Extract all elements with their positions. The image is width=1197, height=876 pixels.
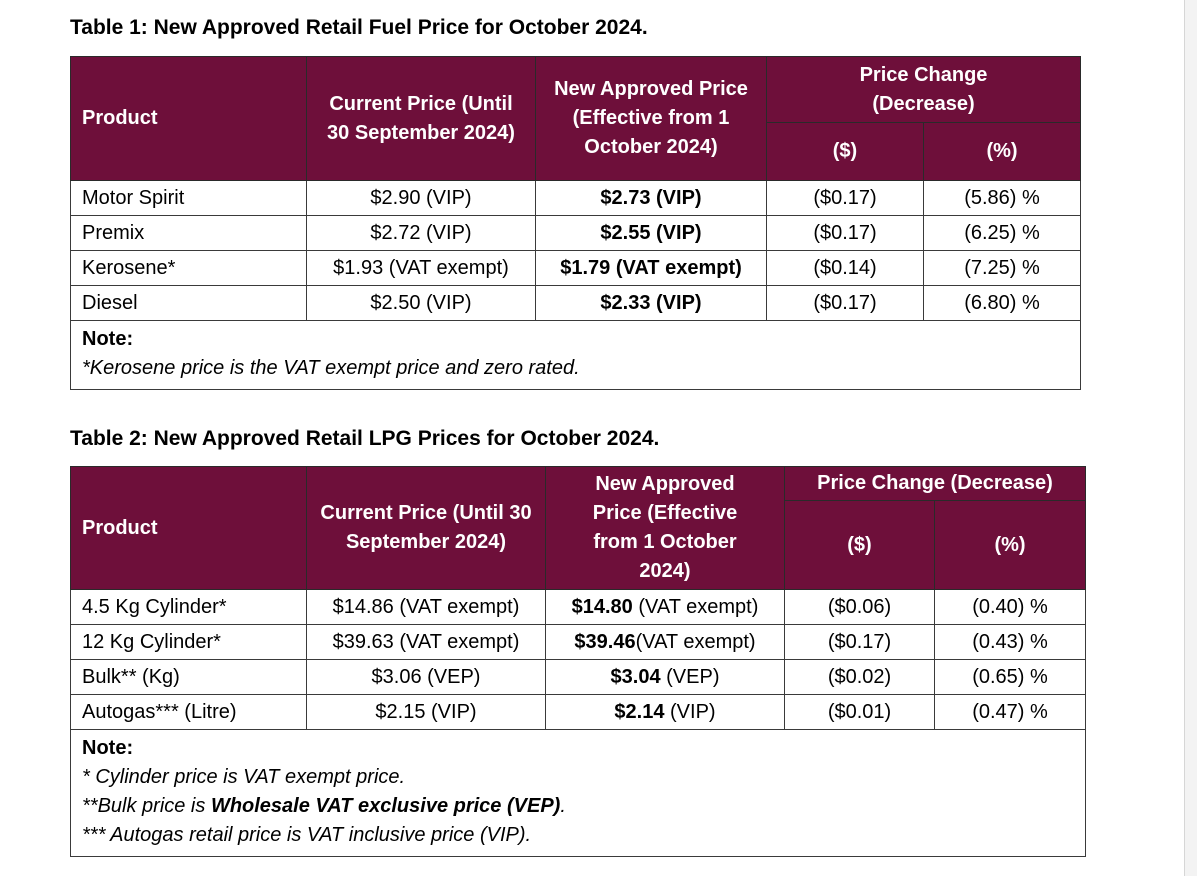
product-cell: Motor Spirit <box>70 180 307 216</box>
header-price-change-text: Price Change (Decrease) <box>859 63 988 115</box>
current-price-cell: $2.90 (VIP) <box>306 180 536 216</box>
dollar-change-cell: ($0.01) <box>784 694 935 730</box>
header-percent: (%) <box>922 122 1082 181</box>
percent-change-cell: (5.86) % <box>922 180 1082 216</box>
product-cell: 12 Kg Cylinder* <box>70 624 307 660</box>
header-current-price: Current Price (Until 30 September 2024) <box>306 56 536 181</box>
percent-change-cell: (0.40) % <box>933 589 1087 625</box>
scrollbar-track[interactable] <box>1184 0 1197 876</box>
product-cell: Premix <box>70 215 307 251</box>
percent-change-cell: (6.25) % <box>922 215 1082 251</box>
lpg-price-table: Product Current Price (Until 30 Septembe… <box>69 466 1087 857</box>
note-row: Note: * Cylinder price is VAT exempt pri… <box>69 729 1087 857</box>
header-dollar: ($) <box>766 122 924 181</box>
table-row: Kerosene* $1.93 (VAT exempt) $1.79 (VAT … <box>70 250 1082 286</box>
new-price-cell: $2.14 (VIP) <box>545 694 785 730</box>
header-price-change: Price Change (Decrease) <box>765 56 1082 123</box>
current-price-cell: $3.06 (VEP) <box>306 659 546 695</box>
table-row: 12 Kg Cylinder* $39.63 (VAT exempt) $39.… <box>70 624 1087 660</box>
note-line-prefix: **Bulk price is <box>82 795 211 817</box>
current-price-cell: $2.50 (VIP) <box>306 285 536 321</box>
current-price-cell: $39.63 (VAT exempt) <box>306 624 546 660</box>
header-new-price-text: New Approved Price (Effective from 1 Oct… <box>554 78 748 158</box>
note-line: *** Autogas retail price is VAT inclusiv… <box>82 824 532 846</box>
header-dollar: ($) <box>784 500 935 590</box>
percent-change-cell: (7.25) % <box>922 250 1082 286</box>
table2-title: Table 2: New Approved Retail LPG Prices … <box>70 427 660 450</box>
percent-change-cell: (0.65) % <box>933 659 1087 695</box>
product-cell: Bulk** (Kg) <box>70 659 307 695</box>
product-cell: 4.5 Kg Cylinder* <box>70 589 307 625</box>
dollar-change-cell: ($0.17) <box>784 624 935 660</box>
table-row: Bulk** (Kg) $3.06 (VEP) $3.04 (VEP) ($0.… <box>70 659 1087 695</box>
product-cell: Kerosene* <box>70 250 307 286</box>
note-line: * Cylinder price is VAT exempt price. <box>82 766 406 788</box>
note-cell: Note: * Cylinder price is VAT exempt pri… <box>69 729 1087 857</box>
header-product: Product <box>70 466 307 590</box>
note-cell: Note: *Kerosene price is the VAT exempt … <box>69 320 1082 390</box>
note-line: *Kerosene price is the VAT exempt price … <box>82 357 580 379</box>
dollar-change-cell: ($0.14) <box>766 250 924 286</box>
new-price-amount: $3.04 <box>610 666 661 688</box>
percent-change-cell: (0.43) % <box>933 624 1087 660</box>
header-new-price-text: New Approved Price (Effective from 1 Oct… <box>592 473 738 582</box>
dollar-change-cell: ($0.17) <box>766 215 924 251</box>
new-price-suffix: (VAT exempt) <box>632 596 759 618</box>
dollar-change-cell: ($0.02) <box>784 659 935 695</box>
header-current-price-text: Current Price (Until 30 September 2024) <box>320 502 532 553</box>
percent-change-cell: (0.47) % <box>933 694 1087 730</box>
header-current-price-text: Current Price (Until 30 September 2024) <box>327 92 515 144</box>
new-price-cell: $3.04 (VEP) <box>545 659 785 695</box>
new-price-amount: $14.80 <box>571 596 633 618</box>
new-price-amount: $2.14 <box>614 701 665 723</box>
table-row: Diesel $2.50 (VIP) $2.33 (VIP) ($0.17) (… <box>70 285 1082 321</box>
table-row: Motor Spirit $2.90 (VIP) $2.73 (VIP) ($0… <box>70 180 1082 216</box>
table1-title: Table 1: New Approved Retail Fuel Price … <box>70 16 648 39</box>
table-row: Autogas*** (Litre) $2.15 (VIP) $2.14 (VI… <box>70 694 1087 730</box>
current-price-cell: $2.15 (VIP) <box>306 694 546 730</box>
dollar-change-cell: ($0.17) <box>766 285 924 321</box>
dollar-change-cell: ($0.17) <box>766 180 924 216</box>
new-price-suffix: (VAT exempt) <box>635 631 756 653</box>
header-current-price: Current Price (Until 30 September 2024) <box>306 466 546 590</box>
new-price-cell: $39.46(VAT exempt) <box>545 624 785 660</box>
product-cell: Diesel <box>70 285 307 321</box>
note-title: Note: <box>82 737 134 759</box>
table-row: Premix $2.72 (VIP) $2.55 (VIP) ($0.17) (… <box>70 215 1082 251</box>
new-price-suffix: (VIP) <box>664 701 716 723</box>
header-price-change: Price Change (Decrease) <box>783 466 1087 501</box>
note-title: Note: <box>82 328 134 350</box>
note-line: **Bulk price is Wholesale VAT exclusive … <box>82 792 1074 821</box>
new-price-cell: $2.73 (VIP) <box>535 180 767 216</box>
new-price-cell: $2.55 (VIP) <box>535 215 767 251</box>
new-price-amount: $39.46 <box>574 631 636 653</box>
fuel-price-table: Product Current Price (Until 30 Septembe… <box>69 56 1082 390</box>
header-new-price: New Approved Price (Effective from 1 Oct… <box>535 56 767 181</box>
note-line-emphasis: Wholesale VAT exclusive price (VEP) <box>210 795 561 817</box>
new-price-cell: $2.33 (VIP) <box>535 285 767 321</box>
product-cell: Autogas*** (Litre) <box>70 694 307 730</box>
current-price-cell: $2.72 (VIP) <box>306 215 536 251</box>
percent-change-cell: (6.80) % <box>922 285 1082 321</box>
header-product: Product <box>70 56 307 181</box>
table-row: 4.5 Kg Cylinder* $14.86 (VAT exempt) $14… <box>70 589 1087 625</box>
current-price-cell: $14.86 (VAT exempt) <box>306 589 546 625</box>
new-price-cell: $1.79 (VAT exempt) <box>535 250 767 286</box>
note-row: Note: *Kerosene price is the VAT exempt … <box>69 320 1082 390</box>
header-new-price: New Approved Price (Effective from 1 Oct… <box>545 466 785 590</box>
header-percent: (%) <box>933 500 1087 590</box>
current-price-cell: $1.93 (VAT exempt) <box>306 250 536 286</box>
new-price-cell: $14.80 (VAT exempt) <box>545 589 785 625</box>
dollar-change-cell: ($0.06) <box>784 589 935 625</box>
note-line-suffix: . <box>560 795 566 817</box>
new-price-suffix: (VEP) <box>660 666 720 688</box>
